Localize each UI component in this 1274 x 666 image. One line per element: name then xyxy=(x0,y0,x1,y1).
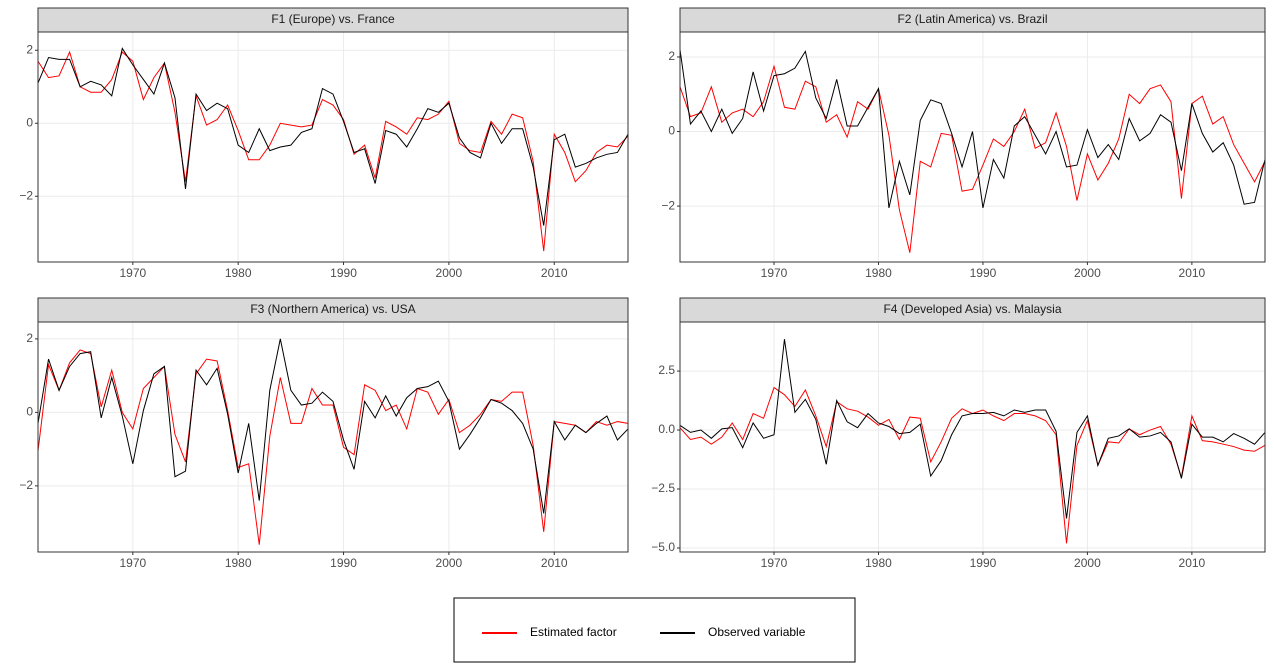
strip xyxy=(37,7,629,33)
data-line xyxy=(37,47,629,226)
y-tick-label: 2 xyxy=(26,331,33,345)
strip xyxy=(37,297,629,323)
data-line xyxy=(679,49,1266,209)
x-tick-label: 1990 xyxy=(970,266,997,280)
strip xyxy=(679,297,1266,323)
x-tick-label: 1980 xyxy=(865,556,892,570)
legend-label: Estimated factor xyxy=(530,625,617,639)
legend-box xyxy=(453,597,856,663)
data-line xyxy=(37,338,629,514)
x-tick-label: 2000 xyxy=(436,556,463,570)
x-tick-label: 1990 xyxy=(330,266,357,280)
y-tick-label: 2 xyxy=(668,49,675,63)
legend-label: Observed variable xyxy=(708,625,806,639)
x-tick-label: 1980 xyxy=(225,266,252,280)
x-tick-label: 2010 xyxy=(541,266,568,280)
panel-border xyxy=(37,321,629,553)
data-line xyxy=(37,50,629,252)
x-tick-label: 1990 xyxy=(970,556,997,570)
data-line xyxy=(679,64,1266,253)
data-line xyxy=(37,349,629,545)
y-tick-label: −2 xyxy=(19,478,33,492)
y-tick-label: 2.5 xyxy=(658,363,675,377)
y-tick-label: −5.0 xyxy=(651,540,675,554)
x-tick-label: 2000 xyxy=(1074,556,1101,570)
y-tick-label: −2 xyxy=(19,188,33,202)
x-tick-label: 1990 xyxy=(330,556,357,570)
panel-border xyxy=(37,31,629,263)
x-tick-label: 1970 xyxy=(761,266,788,280)
panel-border xyxy=(679,321,1266,553)
y-tick-label: −2.5 xyxy=(651,481,675,495)
y-tick-label: 2 xyxy=(26,42,33,56)
x-tick-label: 2000 xyxy=(1074,266,1101,280)
x-tick-label: 1980 xyxy=(865,266,892,280)
y-tick-label: 0.0 xyxy=(658,422,675,436)
x-tick-label: 1970 xyxy=(119,266,146,280)
x-tick-label: 2010 xyxy=(541,556,568,570)
y-tick-label: 0 xyxy=(668,124,675,138)
strip-title: F1 (Europe) vs. France xyxy=(271,12,395,26)
x-tick-label: 1970 xyxy=(761,556,788,570)
strip-title: F4 (Developed Asia) vs. Malaysia xyxy=(883,302,1061,316)
data-line xyxy=(679,339,1266,519)
x-tick-label: 2010 xyxy=(1179,556,1206,570)
strip-title: F2 (Latin America) vs. Brazil xyxy=(897,12,1047,26)
strip-title: F3 (Northern America) vs. USA xyxy=(250,302,415,316)
x-tick-label: 2010 xyxy=(1179,266,1206,280)
y-tick-label: 0 xyxy=(26,405,33,419)
panel-border xyxy=(679,31,1266,263)
y-tick-label: −2 xyxy=(661,198,675,212)
x-tick-label: 2000 xyxy=(436,266,463,280)
x-tick-label: 1970 xyxy=(119,556,146,570)
x-tick-label: 1980 xyxy=(225,556,252,570)
y-tick-label: 0 xyxy=(26,115,33,129)
